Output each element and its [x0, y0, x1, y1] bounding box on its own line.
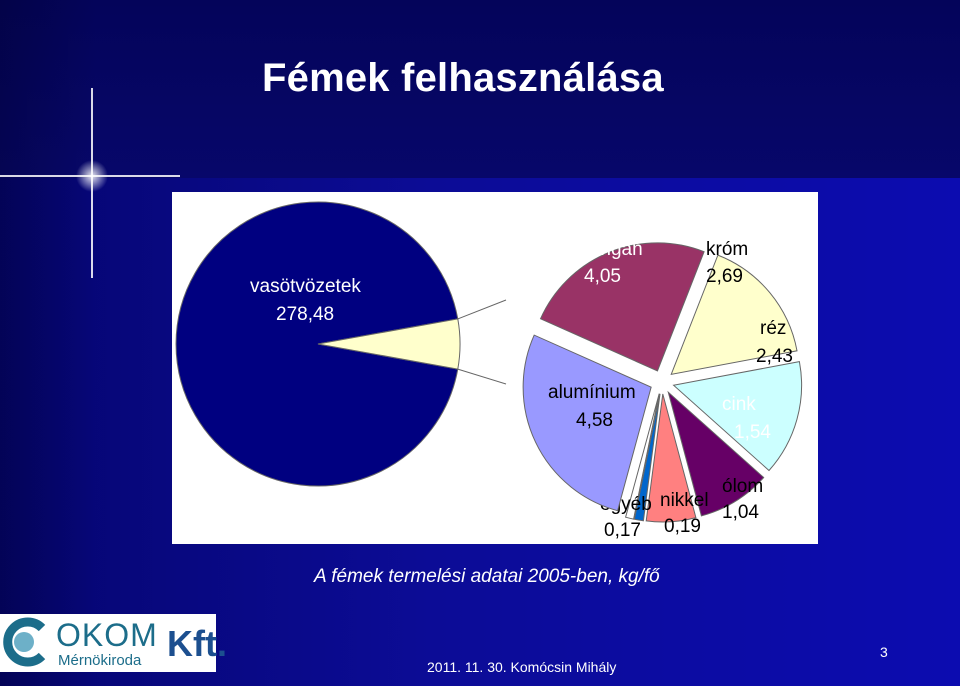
page-number: 3: [880, 644, 888, 660]
connector-line-bottom: [457, 368, 507, 385]
value-vasotvozetek: 278,48: [276, 304, 334, 325]
label-krom: króm: [706, 239, 748, 260]
value-krom: 2,69: [706, 266, 743, 287]
sparkle-icon: [0, 88, 180, 278]
pie-slice-cink: [667, 390, 765, 517]
pie-slice-olom: [645, 393, 697, 523]
value-olom: 1,04: [722, 502, 759, 523]
value-cink: 1,54: [734, 422, 771, 443]
title-band: [0, 0, 960, 178]
logo-name: OKOM: [56, 617, 158, 653]
pie-slice-aluminium: [522, 334, 652, 512]
label-rez: réz: [760, 318, 786, 339]
connector-line-top: [457, 299, 507, 320]
footer-date-author: 2011. 11. 30. Komócsin Mihály: [427, 659, 617, 675]
chart-caption: A fémek termelési adatai 2005-ben, kg/fő: [314, 566, 660, 587]
pie-slice-egyeb: [624, 393, 660, 520]
pie-slice-vasotvozetek: [175, 201, 459, 487]
slide-title: Fémek felhasználása: [262, 56, 664, 100]
pie-chart-panel: vasötvözetek 278,48 mangán 4,05 króm 2,69 réz 2…: [172, 192, 818, 544]
left-shade: [0, 0, 96, 686]
logo-suffix: Kft.: [167, 623, 227, 664]
value-rez: 2,43: [756, 346, 793, 367]
label-olom: ólom: [722, 476, 763, 497]
pie-slice-mangan: [539, 242, 705, 372]
pie-slice-nikkel: [633, 393, 661, 522]
pie-slice-rez: [672, 361, 803, 472]
value-egyeb: 0,17: [604, 520, 641, 541]
value-aluminium: 4,58: [576, 410, 613, 431]
label-aluminium: alumínium: [548, 382, 636, 403]
pie-chart: vasötvözetek 278,48 mangán 4,05 króm 2,69 réz 2…: [175, 201, 803, 541]
label-mangan: mangán: [574, 239, 643, 260]
logo-subtitle: Mérnökiroda: [58, 652, 142, 669]
pie-slice-krom: [670, 254, 798, 376]
value-nikkel: 0,19: [664, 516, 701, 537]
logo-mark-icon: [3, 617, 46, 667]
value-mangan: 4,05: [584, 266, 621, 287]
label-vasotvozetek: vasötvözetek: [250, 276, 361, 297]
company-logo: OKOM Kft. Mérnökiroda: [0, 614, 227, 672]
label-cink: cink: [722, 394, 756, 415]
label-nikkel: nikkel: [660, 490, 709, 511]
